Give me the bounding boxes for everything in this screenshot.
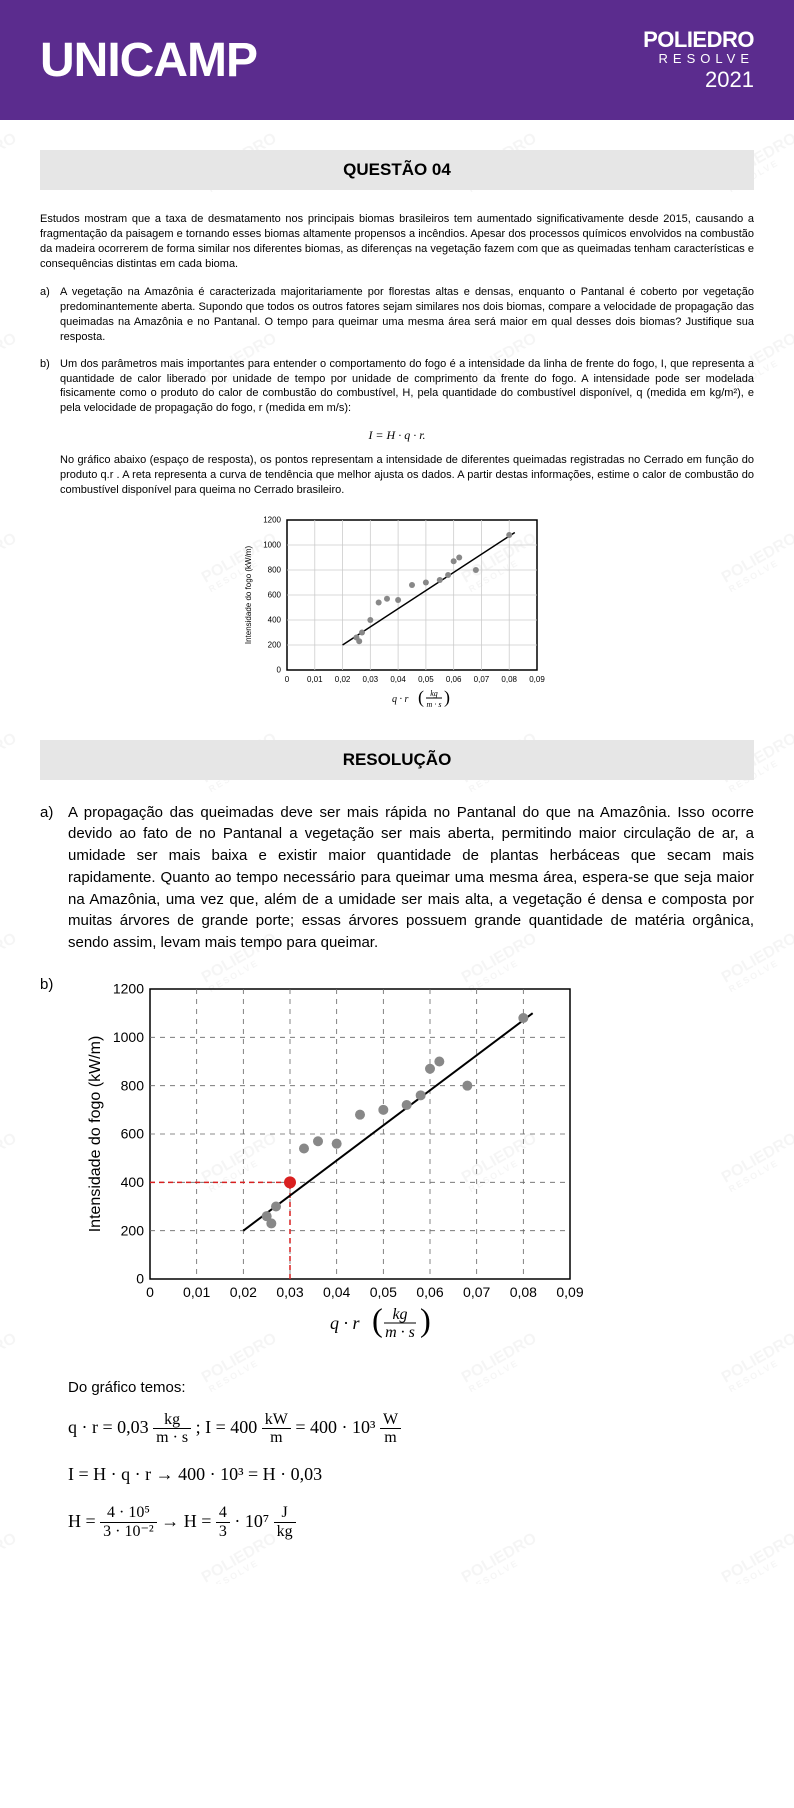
brand-year: 2021 (643, 68, 754, 92)
item-b-label: b) (40, 357, 50, 372)
svg-text:m · s: m · s (427, 700, 442, 709)
svg-text:0,08: 0,08 (501, 675, 517, 684)
svg-text:q · r: q · r (392, 694, 409, 705)
calc-intro: Do gráfico temos: (40, 1379, 754, 1396)
svg-text:0,01: 0,01 (307, 675, 323, 684)
item-a-label: a) (40, 285, 50, 300)
svg-text:400: 400 (268, 615, 282, 624)
svg-text:m · s: m · s (385, 1324, 415, 1341)
resol-a-text: A propagação das queimadas deve ser mais… (68, 804, 754, 952)
item-b-text-1: Um dos parâmetros mais importantes para … (60, 358, 754, 415)
formula: I = H · q · r. (40, 428, 754, 443)
svg-text:0,06: 0,06 (446, 675, 462, 684)
svg-text:(: ( (372, 1303, 383, 1339)
svg-text:0: 0 (146, 1284, 154, 1300)
svg-text:1200: 1200 (113, 981, 144, 997)
svg-text:0,01: 0,01 (183, 1284, 210, 1300)
svg-text:0,07: 0,07 (463, 1284, 490, 1300)
calc-block: q · r = 0,03 kgm · s ; I = 400 kWm = 400… (40, 1404, 754, 1544)
svg-text:0,02: 0,02 (230, 1284, 257, 1300)
svg-text:kg: kg (430, 689, 438, 698)
svg-text:0,04: 0,04 (390, 675, 406, 684)
item-b-text-2: No gráfico abaixo (espaço de resposta), … (60, 454, 754, 496)
svg-text:0: 0 (136, 1271, 144, 1287)
logo-unicamp: UNICAMP (40, 33, 257, 88)
svg-text:0,08: 0,08 (510, 1284, 537, 1300)
svg-text:0,05: 0,05 (370, 1284, 397, 1300)
svg-text:q · r: q · r (330, 1313, 361, 1333)
resol-a-label: a) (40, 802, 53, 824)
big-chart: 0 200 400 600 800 1000 1200 0 0,01 0,02 0,03 0,04 0,… (80, 974, 754, 1359)
calc-line-2: I = H · q · r → 400 · 10³ = H · 0,03 (68, 1451, 754, 1498)
resolution-a: a) A propagação das queimadas deve ser m… (40, 802, 754, 954)
svg-text:kg: kg (392, 1306, 407, 1323)
svg-text:200: 200 (268, 640, 282, 649)
question-item-b: b) Um dos parâmetros mais importantes pa… (40, 357, 754, 416)
svg-text:800: 800 (121, 1077, 145, 1093)
svg-text:): ) (420, 1303, 431, 1339)
question-item-b2: No gráfico abaixo (espaço de resposta), … (40, 453, 754, 498)
brand-text: POLIEDRO (643, 28, 754, 52)
svg-text:0,06: 0,06 (416, 1284, 443, 1300)
page-header: UNICAMP POLIEDRO RESOLVE 2021 (0, 0, 794, 120)
svg-text:0,04: 0,04 (323, 1284, 350, 1300)
svg-text:): ) (444, 687, 450, 708)
svg-text:400: 400 (121, 1174, 145, 1190)
resolution-title: RESOLUÇÃO (40, 740, 754, 780)
question-item-a: a) A vegetação na Amazônia é caracteriza… (40, 285, 754, 344)
svg-text:1200: 1200 (263, 515, 281, 524)
question-intro: Estudos mostram que a taxa de desmatamen… (40, 212, 754, 271)
svg-text:0,03: 0,03 (276, 1284, 303, 1300)
svg-text:200: 200 (121, 1222, 145, 1238)
item-a-text: A vegetação na Amazônia é caracterizada … (60, 286, 754, 343)
svg-text:0,05: 0,05 (418, 675, 434, 684)
small-chart: 0 200 400 600 800 1000 1200 0 0,01 0,02 0,03 0,04 0,… (40, 510, 754, 715)
question-title: QUESTÃO 04 (40, 150, 754, 190)
svg-text:0,03: 0,03 (363, 675, 379, 684)
svg-text:1000: 1000 (113, 1029, 144, 1045)
svg-text:600: 600 (121, 1126, 145, 1142)
svg-text:Intensidade do fogo (kW/m): Intensidade do fogo (kW/m) (244, 545, 253, 644)
svg-text:800: 800 (268, 565, 282, 574)
svg-text:0,09: 0,09 (556, 1284, 583, 1300)
svg-text:600: 600 (268, 590, 282, 599)
svg-text:0,07: 0,07 (474, 675, 490, 684)
calc-line-1: q · r = 0,03 kgm · s ; I = 400 kWm = 400… (68, 1404, 754, 1451)
svg-text:0,02: 0,02 (335, 675, 351, 684)
svg-text:Intensidade do fogo (kW/m): Intensidade do fogo (kW/m) (87, 1036, 104, 1233)
svg-text:1000: 1000 (263, 540, 281, 549)
logo-poliedro: POLIEDRO RESOLVE 2021 (643, 28, 754, 93)
brand-sub: RESOLVE (643, 52, 754, 66)
svg-text:(: ( (418, 687, 424, 708)
svg-text:0,09: 0,09 (529, 675, 545, 684)
svg-text:0: 0 (285, 675, 290, 684)
calc-line-3: H = 4 · 10⁵3 · 10⁻² → H = 43 · 10⁷ Jkg (68, 1498, 754, 1545)
resol-b-label: b) (40, 974, 53, 996)
svg-text:0: 0 (277, 665, 282, 674)
